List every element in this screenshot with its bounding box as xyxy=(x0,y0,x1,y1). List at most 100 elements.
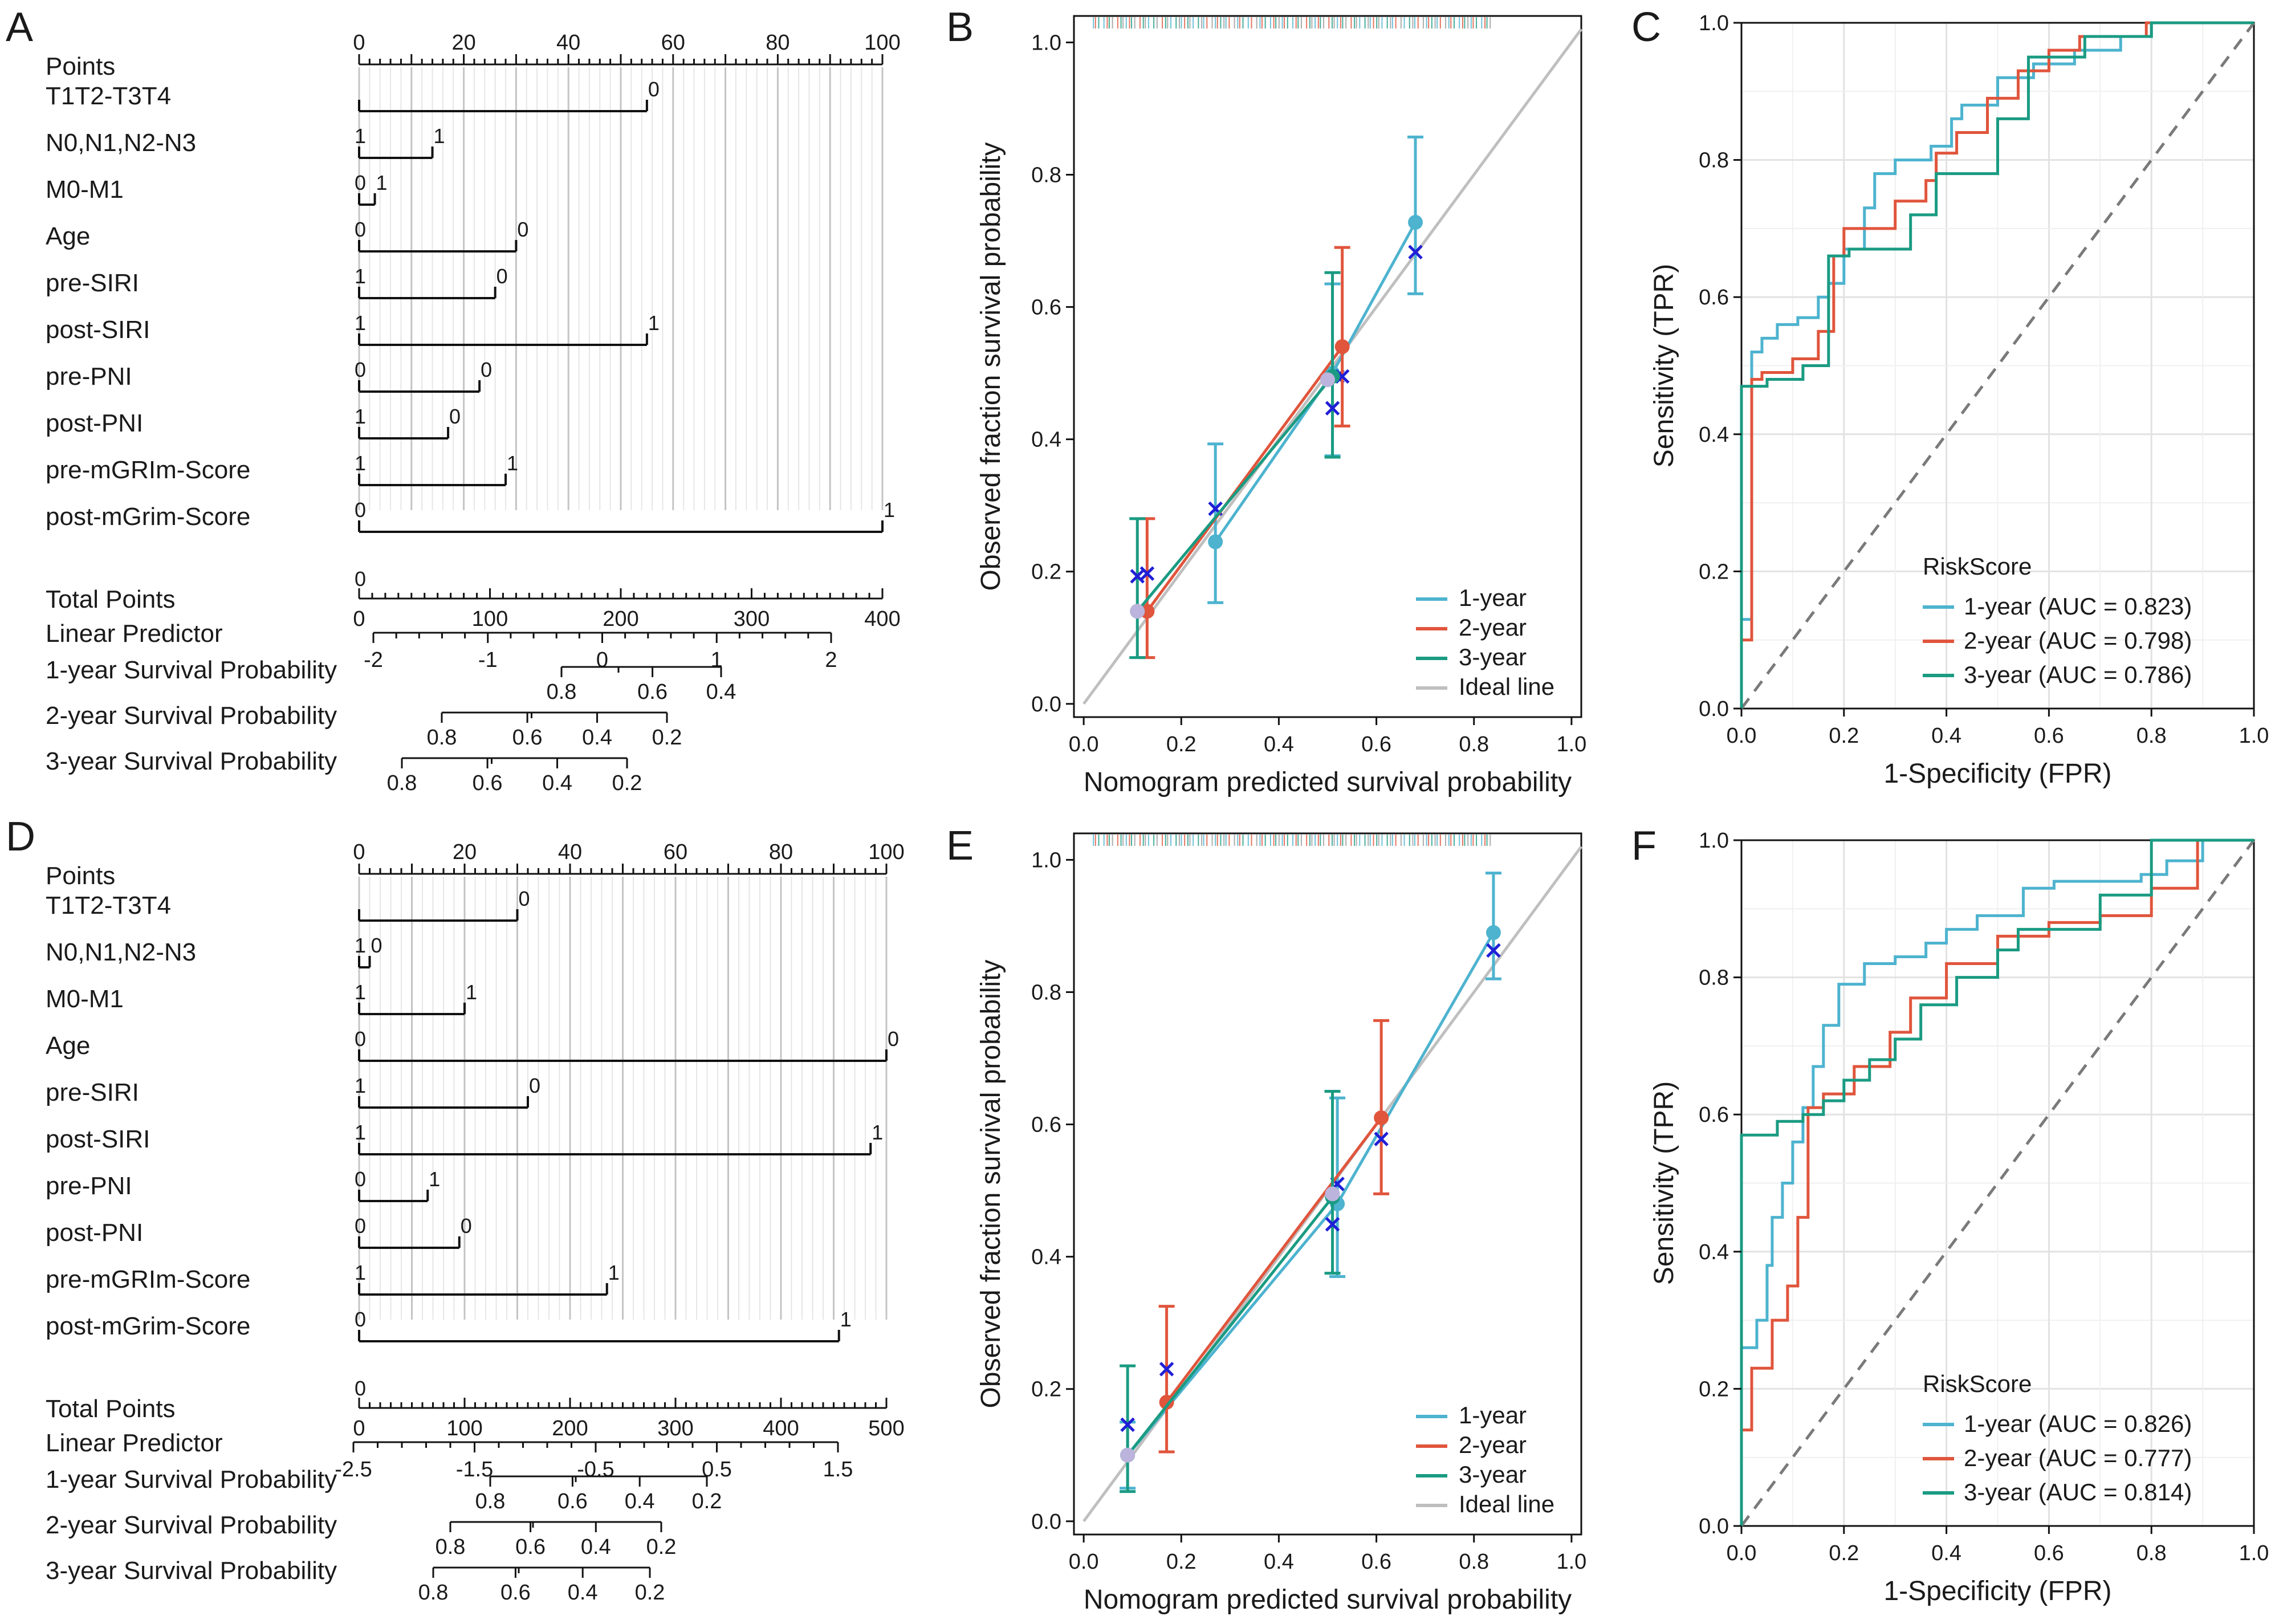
calibration-panel-E: E 0.0 0.2 0.4 0.6 0.8 1.0 0.0 0.2 0.4 0.6 0.8 1.0 Nom… xyxy=(946,823,1586,1615)
calibration-line-3-year xyxy=(1136,375,1334,612)
variable-level-label: 1 xyxy=(840,1308,852,1331)
y-tick-label: 0.2 xyxy=(1699,560,1729,584)
variable-level-label: 1 xyxy=(355,405,366,428)
total-points-tick-label: 0 xyxy=(353,607,365,631)
legend-label: 2-year (AUC = 0.798) xyxy=(1964,627,2192,654)
variable-label: N0,N1,N2-N3 xyxy=(46,129,196,157)
variable-level-label: 0 xyxy=(355,1308,366,1331)
legend-label: 2-year (AUC = 0.777) xyxy=(1964,1444,2192,1471)
variable-level-label: 1 xyxy=(355,1261,366,1284)
variable-label: Age xyxy=(46,1032,90,1060)
calibration-point xyxy=(1159,1394,1174,1410)
calibration-panel-B: B 0.0 0.2 0.4 0.6 0.8 1.0 0.0 0.2 0.4 0.6 0.8 1.0 Nom… xyxy=(946,5,1586,797)
panel-letter: C xyxy=(1631,5,1661,50)
y-tick-label: 0.4 xyxy=(1031,428,1061,452)
survival-scale-tick-label: 0.6 xyxy=(557,1489,588,1513)
total-points-tick-label: 400 xyxy=(864,607,900,631)
linear-predictor-tick-label: 1.5 xyxy=(823,1458,853,1481)
variable-label: pre-PNI xyxy=(46,363,132,390)
variable-label: M0-M1 xyxy=(46,176,124,203)
calibration-line-2-year xyxy=(1146,345,1344,612)
y-tick-label: 1.0 xyxy=(1031,848,1061,872)
linear-predictor-tick-label: -1 xyxy=(478,648,498,672)
total-points-tick-label: 300 xyxy=(734,607,770,631)
total-points-label: Total Points xyxy=(46,1395,175,1423)
survival-scale-tick-label: 0.8 xyxy=(547,680,577,704)
survival-scale-tick-label: 0.2 xyxy=(652,726,682,750)
points-axis-tick-label: 100 xyxy=(864,31,900,55)
survival-scale-label: 3-year Survival Probability xyxy=(46,747,337,775)
x-tick-label: 0.6 xyxy=(2034,724,2064,748)
total-points-tick-label: 200 xyxy=(552,1417,588,1440)
total-points-tick-label: 400 xyxy=(763,1417,799,1440)
variable-level-label: 1 xyxy=(355,980,366,1004)
calibration-point xyxy=(1334,339,1350,355)
variable-level-label: 1 xyxy=(355,311,366,335)
variable-level-label: 0 xyxy=(517,218,528,241)
variable-level-label: 1 xyxy=(355,264,366,288)
survival-scale-label: 3-year Survival Probability xyxy=(46,1557,337,1585)
roc-panel-F: F 0.0 0.2 0.4 0.6 0.8 1.0 0.0 0.2 0.4 0.6 0.8 1.0 1-S… xyxy=(1631,823,2269,1606)
points-axis-tick-label: 20 xyxy=(451,31,475,55)
y-tick-label: 0.2 xyxy=(1031,560,1061,584)
mean-point xyxy=(1120,1447,1136,1463)
variable-level-label: 0 xyxy=(355,171,366,194)
total-points-tick-label: 200 xyxy=(603,607,638,631)
variable-label: Age xyxy=(46,222,90,250)
variable-label: post-PNI xyxy=(46,1219,143,1247)
survival-scale-tick-label: 0.4 xyxy=(542,771,572,795)
total-points-zero-label: 0 xyxy=(355,567,366,591)
total-points-tick-label: 0 xyxy=(353,1417,365,1440)
points-axis-tick-label: 80 xyxy=(769,840,793,864)
y-axis-title: Sensitivity (TPR) xyxy=(1649,1081,1679,1285)
y-tick-label: 0.0 xyxy=(1699,697,1729,721)
linear-predictor-tick-label: -2.5 xyxy=(335,1458,372,1481)
linear-predictor-tick-label: 0 xyxy=(596,648,608,672)
variable-level-label: 1 xyxy=(355,1074,366,1097)
calibration-point xyxy=(1208,534,1223,550)
survival-scale-tick-label: 0.6 xyxy=(473,771,503,795)
x-tick-label: 0.8 xyxy=(2136,724,2167,748)
y-tick-label: 0.6 xyxy=(1031,296,1061,320)
legend-label: 3-year (AUC = 0.786) xyxy=(1964,661,2192,688)
x-axis-title: Nomogram predicted survival probability xyxy=(1084,1585,1572,1615)
legend-label: 1-year xyxy=(1459,584,1527,611)
points-axis-tick-label: 40 xyxy=(558,840,582,864)
survival-scale-tick-label: 0.2 xyxy=(635,1581,665,1605)
y-axis-title: Observed fraction survival probability xyxy=(976,959,1006,1408)
survival-scale-tick-label: 0.6 xyxy=(637,680,668,704)
calibration-point xyxy=(1408,215,1423,230)
survival-scale-tick-label: 0.8 xyxy=(475,1489,506,1513)
variable-level-label: 1 xyxy=(884,498,895,522)
variable-label: post-mGrim-Score xyxy=(46,503,250,531)
variable-level-label: 1 xyxy=(355,1121,366,1144)
x-tick-label: 1.0 xyxy=(2239,1541,2269,1565)
y-tick-label: 0.2 xyxy=(1031,1378,1061,1402)
points-label: Points xyxy=(46,862,115,890)
kaplan-meier-marker xyxy=(1486,943,1501,958)
y-tick-label: 0.6 xyxy=(1699,1103,1729,1127)
total-points-label: Total Points xyxy=(46,585,175,613)
variable-level-label: 0 xyxy=(529,1074,540,1097)
kaplan-meier-marker xyxy=(1130,569,1145,584)
linear-predictor-label: Linear Predictor xyxy=(46,620,223,648)
legend-title: RiskScore xyxy=(1923,1370,2032,1397)
plot-frame xyxy=(1073,832,1582,1536)
kaplan-meier-marker xyxy=(1120,1417,1135,1432)
y-tick-label: 0.4 xyxy=(1699,423,1729,447)
x-tick-label: 0.6 xyxy=(1361,1550,1391,1574)
roc-curve-2-year (AUC = 0.798) xyxy=(1740,21,2254,709)
panel-letter: D xyxy=(6,814,35,860)
x-tick-label: 0.4 xyxy=(1931,1541,1961,1565)
legend-label: 3-year xyxy=(1459,1461,1527,1488)
survival-scale-label: 1-year Survival Probability xyxy=(46,1466,337,1493)
plot-frame xyxy=(1740,22,2255,710)
roc-curve-3-year (AUC = 0.786) xyxy=(1740,21,2254,709)
variable-level-label: 0 xyxy=(355,1214,366,1238)
survival-scale-tick-label: 0.2 xyxy=(646,1535,677,1559)
x-tick-label: 1.0 xyxy=(1556,732,1586,756)
variable-level-label: 0 xyxy=(481,358,492,381)
variable-label: N0,N1,N2-N3 xyxy=(46,938,196,966)
